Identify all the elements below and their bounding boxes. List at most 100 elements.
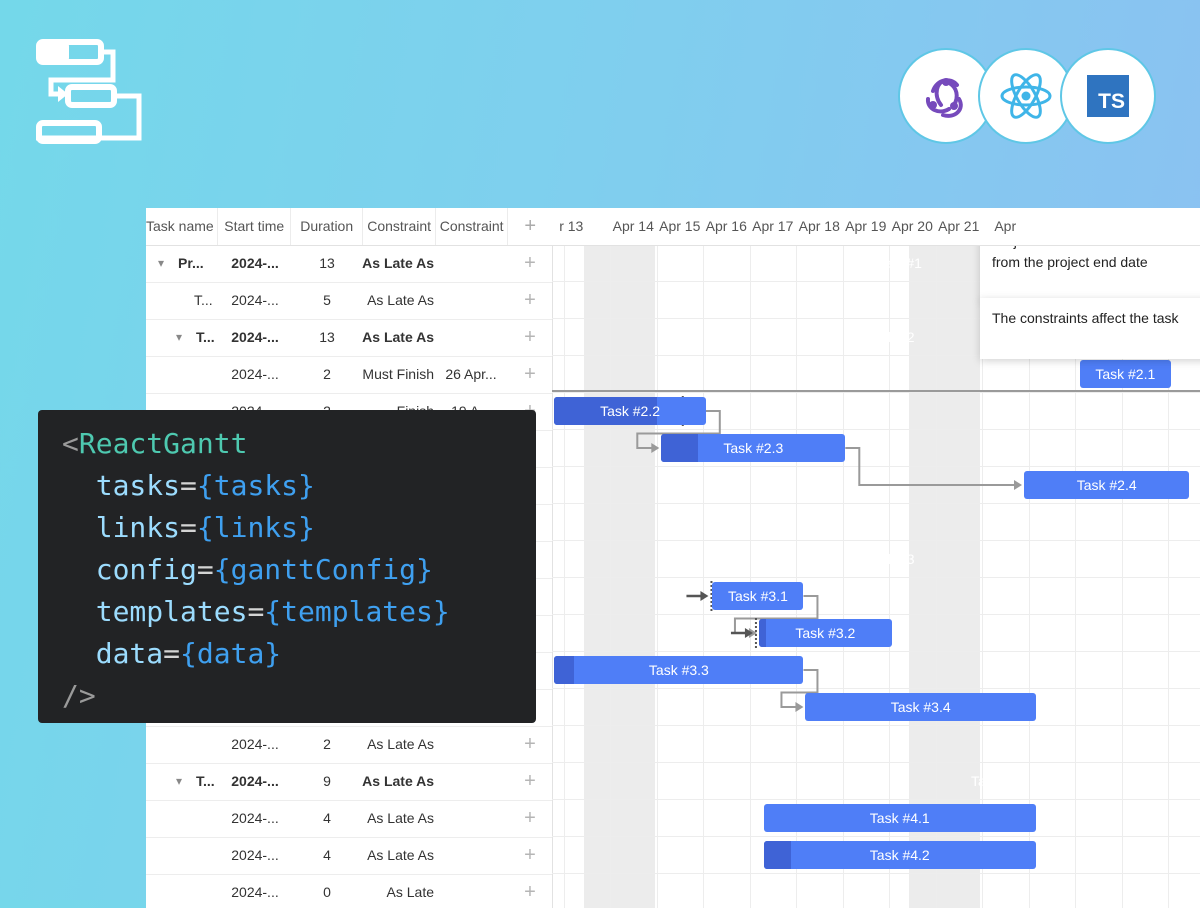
constraint-date-cell bbox=[436, 837, 506, 873]
task-bar[interactable]: Task #2.3 bbox=[661, 434, 846, 462]
day-gridline bbox=[610, 245, 611, 908]
task-bar[interactable]: Task #2.1 bbox=[1079, 360, 1171, 388]
bar-label: Task #2 bbox=[866, 329, 915, 345]
timeline-date-label: Apr 18 bbox=[798, 218, 840, 234]
timeline-date-label: Apr 20 bbox=[891, 218, 933, 234]
dependency-link[interactable] bbox=[845, 447, 1016, 486]
grid-row[interactable]: ▾ T... 2024-... 13 As Late As + bbox=[146, 319, 552, 357]
bar-label: Task #2.4 bbox=[1076, 477, 1137, 493]
row-gridline bbox=[552, 355, 1200, 356]
start-time-cell: 2024-... bbox=[231, 255, 279, 271]
grid-row[interactable]: 2024-... 2 As Late As + bbox=[146, 726, 552, 764]
row-gridline bbox=[552, 836, 1200, 837]
task-name-cell: Pr... bbox=[178, 255, 204, 271]
add-task-icon[interactable]: + bbox=[524, 880, 536, 903]
code-snippet: <ReactGantt tasks={tasks} links={links} … bbox=[38, 410, 536, 723]
row-gridline bbox=[552, 281, 1200, 282]
expand-toggle-icon[interactable]: ▾ bbox=[176, 774, 183, 788]
bar-label: Task #3.3 bbox=[648, 662, 709, 678]
start-time-cell: 2024-... bbox=[231, 736, 279, 752]
start-time-cell: 2024-... bbox=[231, 847, 279, 863]
constraint-type-cell: Must Finish bbox=[362, 365, 434, 382]
day-gridline bbox=[935, 245, 937, 908]
tooltip-text: The constraints affect the task bbox=[992, 310, 1179, 326]
project-bar[interactable]: Task #4 bbox=[764, 767, 1200, 795]
start-time-cell: 2024-... bbox=[231, 773, 279, 789]
column-header-constraint-date[interactable]: Constraint bbox=[436, 208, 509, 245]
duration-cell: 4 bbox=[323, 847, 331, 863]
task-name-cell: T... bbox=[196, 329, 215, 345]
column-header-start-time[interactable]: Start time bbox=[218, 208, 291, 245]
add-task-icon[interactable]: + bbox=[524, 288, 536, 311]
timeline-date-label: Apr bbox=[994, 218, 1017, 234]
project-bar[interactable]: Task #3 bbox=[554, 545, 1200, 573]
bar-label: Task #4 bbox=[970, 773, 1020, 789]
add-column-icon[interactable]: + bbox=[524, 215, 537, 237]
project-bar[interactable]: Project #1 bbox=[554, 249, 1200, 277]
progress-fill bbox=[554, 397, 658, 425]
add-task-icon[interactable]: + bbox=[524, 362, 536, 385]
expand-toggle-icon[interactable]: ▾ bbox=[158, 256, 165, 270]
code-prop-value: {tasks} bbox=[196, 469, 315, 502]
task-bar[interactable]: Task #4.2 bbox=[763, 841, 1036, 869]
dependency-link[interactable] bbox=[780, 669, 819, 708]
gantt-chart: Task name Start time Duration Constraint… bbox=[146, 208, 1200, 908]
column-header-task-name[interactable]: Task name bbox=[146, 208, 219, 245]
grid-row[interactable]: T... 2024-... 5 As Late As + bbox=[146, 282, 552, 320]
grid-row[interactable]: 2024-... 2 Must Finish 26 Apr... + bbox=[146, 356, 552, 394]
task-bar[interactable]: Task #4.1 bbox=[763, 804, 1036, 832]
task-bar[interactable]: Task #3.3 bbox=[554, 656, 804, 684]
row-gridline bbox=[552, 318, 1200, 319]
project-bar[interactable]: Task #2 bbox=[554, 323, 1200, 351]
column-header-duration[interactable]: Duration bbox=[291, 208, 364, 245]
grid-row[interactable]: 2024-... 4 As Late As + bbox=[146, 800, 552, 838]
duration-cell: 9 bbox=[323, 773, 331, 789]
code-prop-name: config bbox=[95, 553, 197, 586]
constraint-type-cell: As Late As bbox=[367, 809, 434, 826]
column-header-constraint-type[interactable]: Constraint bbox=[363, 208, 436, 245]
task-bar[interactable]: Task #3.4 bbox=[805, 693, 1036, 721]
expand-toggle-icon[interactable]: ▾ bbox=[176, 330, 183, 344]
task-bar[interactable]: Task #2.2 bbox=[554, 397, 706, 425]
bar-label: Task #2.3 bbox=[723, 440, 784, 456]
constraint-type-cell: As Late As bbox=[367, 291, 434, 308]
day-gridline bbox=[796, 245, 797, 908]
timeline-date-label: r 13 bbox=[559, 218, 584, 234]
bar-label: Task #3.2 bbox=[795, 625, 856, 641]
add-task-icon[interactable]: + bbox=[524, 251, 536, 274]
duration-cell: 5 bbox=[323, 292, 331, 308]
start-time-cell: 2024-... bbox=[231, 292, 279, 308]
bar-label: Task #2.2 bbox=[600, 403, 661, 419]
add-task-icon[interactable]: + bbox=[524, 843, 536, 866]
add-task-icon[interactable]: + bbox=[524, 769, 536, 792]
task-bar[interactable]: Task #3.1 bbox=[712, 582, 804, 610]
add-task-icon[interactable]: + bbox=[524, 806, 536, 829]
bar-label: Project #1 bbox=[858, 255, 922, 271]
constraint-date-cell bbox=[436, 763, 506, 799]
grid-row[interactable]: 2024-... 0 As Late + bbox=[146, 874, 552, 908]
day-gridline bbox=[982, 245, 983, 908]
grid-row[interactable]: ▾ T... 2024-... 9 As Late As + bbox=[146, 763, 552, 801]
add-task-icon[interactable]: + bbox=[524, 325, 536, 348]
grid-row[interactable]: 2024-... 4 As Late As + bbox=[146, 837, 552, 875]
constraint-date-cell: 26 Apr... bbox=[445, 366, 497, 382]
task-name-cell: T... bbox=[196, 773, 215, 789]
bar-label: Task #2.1 bbox=[1095, 366, 1156, 382]
start-time-cell: 2024-... bbox=[231, 366, 279, 382]
dependency-link[interactable] bbox=[636, 410, 721, 449]
code-prop-value: {ganttConfig} bbox=[213, 553, 433, 586]
grid-row[interactable]: ▾ Pr... 2024-... 13 As Late As + bbox=[146, 245, 552, 283]
duration-cell: 13 bbox=[319, 255, 335, 271]
day-gridline bbox=[842, 245, 844, 908]
task-bar[interactable]: Task #3.2 bbox=[758, 619, 892, 647]
constraint-arrow-icon bbox=[700, 591, 709, 601]
progress-fill bbox=[758, 619, 766, 647]
constraint-date-cell bbox=[436, 874, 506, 908]
start-time-cell: 2024-... bbox=[231, 884, 279, 900]
duration-cell: 13 bbox=[319, 329, 335, 345]
progress-fill bbox=[763, 841, 791, 869]
task-bar[interactable]: Task #2.4 bbox=[1024, 471, 1190, 499]
task-name-cell: T... bbox=[194, 292, 213, 308]
add-task-icon[interactable]: + bbox=[524, 732, 536, 755]
progress-fill bbox=[554, 656, 575, 684]
